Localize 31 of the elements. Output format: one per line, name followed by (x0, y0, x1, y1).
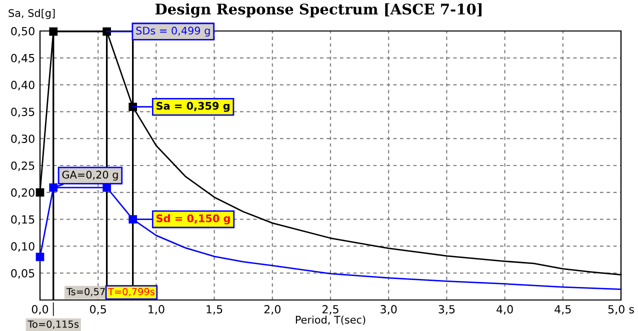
annotation: Sa = 0,359 g (156, 102, 230, 112)
ref-line-label: To=0,115s (28, 320, 79, 329)
x-tick-label: 3,5 (438, 305, 455, 315)
x-axis-title: Period, T(sec) (296, 316, 366, 325)
x-tick-label: 2,0 (264, 305, 280, 315)
y-tick-label: 0,35 (11, 108, 34, 118)
x-tick-label: 2,5 (322, 305, 338, 315)
x-tick-label: 0,0 (32, 305, 48, 315)
y-tick-label: 0,15 (11, 215, 34, 225)
x-tick-label: 3,0 (380, 305, 397, 315)
x-tick-label: 4,0 (496, 305, 513, 315)
annotation: Sd = 0,150 g (156, 214, 230, 224)
annotation: SDs = 0,499 g (136, 26, 210, 37)
y-tick-label: 0,10 (11, 242, 34, 252)
ref-line-label: Ts=0,57 (66, 288, 105, 296)
x-tick-label: 1,0 (148, 305, 164, 315)
x-tick-label: 1,5 (206, 305, 222, 315)
y-tick-label: 0,20 (11, 188, 34, 198)
annotation: GA=0,20 g (62, 170, 118, 181)
y-tick-label: 0,40 (11, 80, 34, 90)
x-tick-label: 5,0 s (608, 305, 634, 315)
x-tick-label: 4,5 (554, 305, 571, 315)
y-tick-label: 0,50 (11, 26, 34, 37)
y-tick-label: 0,30 (11, 134, 34, 144)
y-axis-title: Sa, Sd[g] (8, 8, 55, 20)
x-tick-label: 0,5 (90, 305, 106, 315)
y-tick-label: 0,45 (11, 54, 34, 64)
chart-title: Design Response Spectrum [ASCE 7-10] (155, 3, 482, 18)
y-tick-label: 0,05 (11, 269, 34, 279)
ref-line-label: T=0,799s (108, 288, 154, 296)
y-tick-label: 0,25 (11, 161, 34, 172)
